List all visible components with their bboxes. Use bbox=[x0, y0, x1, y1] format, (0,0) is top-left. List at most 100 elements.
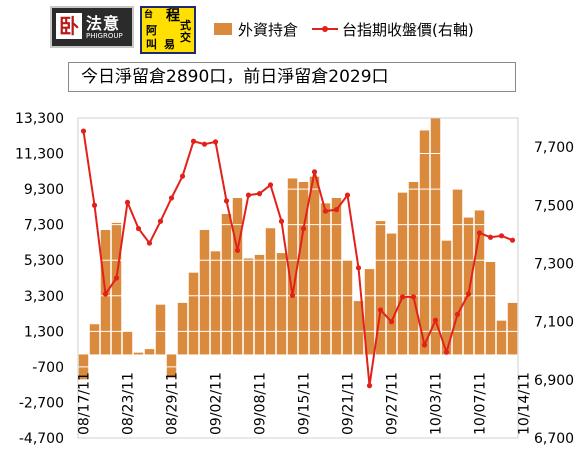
price-point bbox=[465, 291, 472, 297]
x-tick-label: 09/27/11 bbox=[385, 372, 401, 435]
price-point bbox=[410, 294, 417, 300]
oi-bar bbox=[375, 221, 386, 355]
oi-bar bbox=[265, 228, 276, 355]
oi-bar bbox=[342, 260, 353, 355]
oi-bar bbox=[441, 240, 452, 355]
price-point bbox=[146, 240, 153, 246]
y-tick-label: 11,300 bbox=[15, 147, 64, 163]
chart-legend: 外資持倉 台指期收盤價(右軸) bbox=[214, 18, 474, 40]
logo-mark-icon: 卧 bbox=[56, 13, 82, 39]
oi-bar bbox=[155, 304, 166, 355]
oi-bar bbox=[166, 354, 177, 378]
oi-bar bbox=[276, 253, 287, 355]
y-tick-label: 7,300 bbox=[24, 218, 64, 234]
oi-bar bbox=[177, 302, 188, 355]
price-point bbox=[322, 208, 329, 214]
price-point bbox=[91, 202, 98, 208]
x-tick-label: 10/03/11 bbox=[429, 372, 445, 435]
price-point bbox=[267, 182, 274, 188]
logo2-char: 阿 bbox=[146, 24, 157, 37]
y-tick-label: 5,300 bbox=[24, 253, 64, 269]
oi-bar bbox=[287, 178, 298, 355]
program-trading-logo: 台 程 式 阿 交 叫 易 bbox=[140, 6, 196, 54]
oi-bar bbox=[210, 251, 221, 355]
oi-bar bbox=[408, 182, 419, 355]
oi-bar bbox=[199, 230, 210, 355]
oi-bar bbox=[331, 198, 342, 355]
x-tick-label: 09/15/11 bbox=[297, 372, 313, 435]
x-tick-label: 09/08/11 bbox=[253, 372, 269, 435]
price-point bbox=[311, 169, 318, 175]
price-point bbox=[366, 383, 373, 389]
y-tick-label: -2,700 bbox=[19, 395, 64, 411]
y2-tick-label: 6,700 bbox=[534, 431, 574, 447]
price-line bbox=[82, 130, 513, 387]
phigroup-logo: 卧 法意 PHIGROUP bbox=[50, 6, 134, 48]
logo-brand-text: 法意 bbox=[86, 14, 121, 33]
y2-tick-label: 6,900 bbox=[534, 373, 574, 389]
oi-bar bbox=[89, 324, 100, 355]
price-point bbox=[245, 192, 252, 198]
oi-bar bbox=[474, 210, 485, 355]
y-tick-label: 1,300 bbox=[24, 324, 64, 340]
y-tick-label: -4,700 bbox=[19, 431, 64, 447]
price-point bbox=[399, 294, 406, 300]
price-point bbox=[212, 139, 219, 145]
price-point bbox=[80, 128, 87, 134]
x-tick-label: 08/23/11 bbox=[121, 372, 137, 435]
oi-bar bbox=[122, 331, 133, 355]
x-tick-label: 09/02/11 bbox=[209, 372, 225, 435]
price-point bbox=[300, 225, 307, 232]
logo2-char: 叫 bbox=[146, 38, 157, 51]
line-legend-swatch bbox=[312, 23, 339, 35]
position-summary-box: 今日淨留倉2890口，前日淨留倉2029口 bbox=[68, 62, 516, 92]
oi-bar bbox=[309, 176, 320, 355]
oi-bar bbox=[507, 302, 518, 355]
logo2-char: 式 bbox=[180, 19, 191, 32]
oi-bar bbox=[221, 214, 232, 355]
y-tick-label: 9,300 bbox=[24, 182, 64, 198]
y2-tick-label: 7,500 bbox=[534, 198, 574, 214]
logo2-char: 交 bbox=[180, 31, 191, 44]
y-tick-label: 13,300 bbox=[15, 111, 64, 127]
oi-bar bbox=[232, 198, 243, 355]
oi-bar bbox=[419, 130, 430, 355]
price-point bbox=[157, 218, 164, 224]
price-point bbox=[421, 342, 428, 348]
oi-bar bbox=[254, 254, 265, 355]
plot-border bbox=[77, 117, 519, 439]
x-tick-label: 10/14/11 bbox=[517, 372, 533, 435]
oi-bar bbox=[243, 258, 254, 355]
price-point bbox=[102, 291, 109, 297]
bar-legend-label: 外資持倉 bbox=[238, 20, 299, 39]
price-point bbox=[190, 138, 197, 144]
oi-bar bbox=[430, 118, 441, 355]
price-point bbox=[256, 191, 263, 197]
price-point bbox=[234, 247, 241, 253]
logo2-char: 易 bbox=[164, 38, 175, 51]
price-point bbox=[498, 233, 505, 239]
price-point bbox=[168, 195, 175, 201]
logo2-char: 台 bbox=[144, 10, 154, 20]
oi-bar bbox=[320, 203, 331, 355]
price-point bbox=[476, 230, 483, 236]
y2-tick-label: 7,100 bbox=[534, 315, 574, 331]
x-tick-label: 10/07/11 bbox=[473, 372, 489, 435]
price-point bbox=[344, 192, 351, 198]
price-point bbox=[201, 141, 208, 147]
price-point bbox=[333, 207, 340, 213]
y2-tick-label: 7,700 bbox=[534, 140, 574, 156]
oi-bar bbox=[496, 320, 507, 355]
oi-bar bbox=[397, 192, 408, 355]
price-point bbox=[432, 317, 439, 323]
x-tick-label: 08/29/11 bbox=[165, 372, 181, 435]
price-point bbox=[124, 199, 131, 205]
oi-bar bbox=[144, 349, 155, 355]
price-point bbox=[509, 237, 516, 243]
oi-bar bbox=[364, 269, 375, 355]
oi-bar bbox=[298, 182, 309, 355]
x-tick-label: 08/17/11 bbox=[77, 372, 93, 435]
logo2-char: 程 bbox=[166, 8, 180, 24]
